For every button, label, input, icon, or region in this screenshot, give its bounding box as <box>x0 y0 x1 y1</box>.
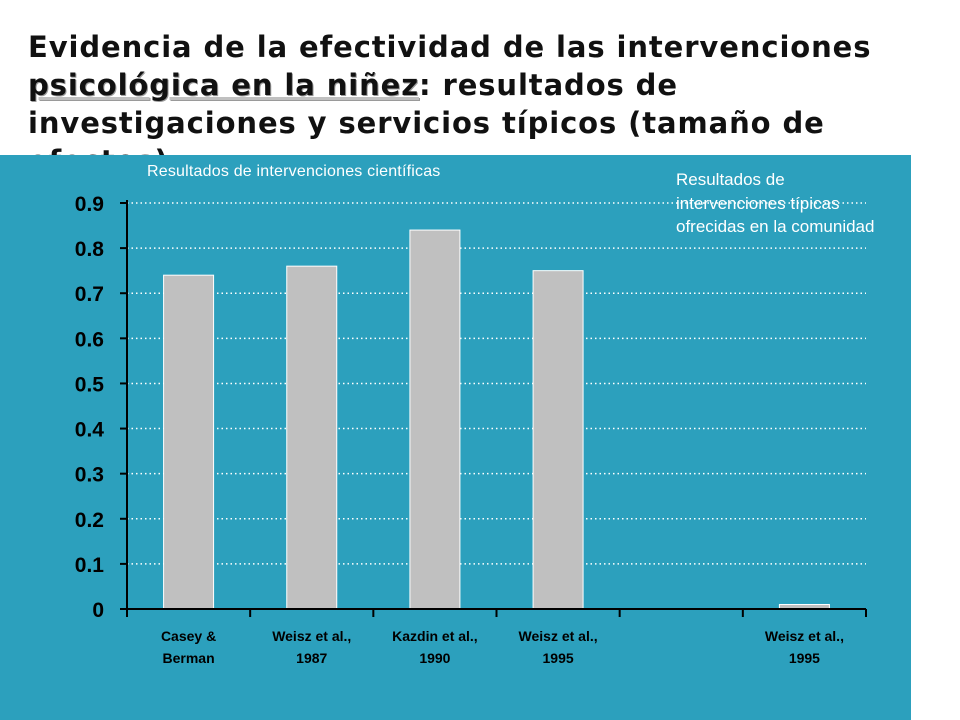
bar <box>532 270 584 610</box>
x-tick-label: Weisz et al., <box>519 628 598 644</box>
annotation-community: Resultados de intervenciones típicas ofr… <box>676 170 875 236</box>
y-tick-label: 0.2 <box>75 509 104 532</box>
x-tick-label: 1987 <box>296 650 327 666</box>
title-part-2: psicológica en la niñez <box>28 68 419 102</box>
y-tick-label: 0.8 <box>75 238 105 261</box>
y-tick-label: 0.5 <box>75 373 105 396</box>
y-tick-label: 0.6 <box>75 328 104 351</box>
y-tick-label: 0.9 <box>75 193 104 216</box>
annotation-scientific: Resultados de intervenciones científicas <box>147 163 441 180</box>
y-tick-label: 0 <box>92 599 104 622</box>
y-tick-label: 0.7 <box>75 283 104 306</box>
bar <box>409 229 461 610</box>
y-tick-label: 0.1 <box>75 554 105 577</box>
x-tick-label: Weisz et al., <box>765 628 844 644</box>
x-tick-label: 1995 <box>789 650 820 666</box>
bar <box>286 265 338 610</box>
bar <box>163 274 215 610</box>
x-tick-label: Casey & <box>161 628 216 644</box>
x-tick-label: 1990 <box>419 650 450 666</box>
x-tick-label: Berman <box>163 650 215 666</box>
y-tick-label: 0.3 <box>75 464 104 487</box>
x-tick-label: Kazdin et al., <box>392 628 478 644</box>
title-part-1: Evidencia de la efectividad de las inter… <box>28 30 872 64</box>
x-tick-label: 1995 <box>543 650 574 666</box>
x-tick-label: Weisz et al., <box>272 628 351 644</box>
y-tick-label: 0.4 <box>75 419 105 442</box>
